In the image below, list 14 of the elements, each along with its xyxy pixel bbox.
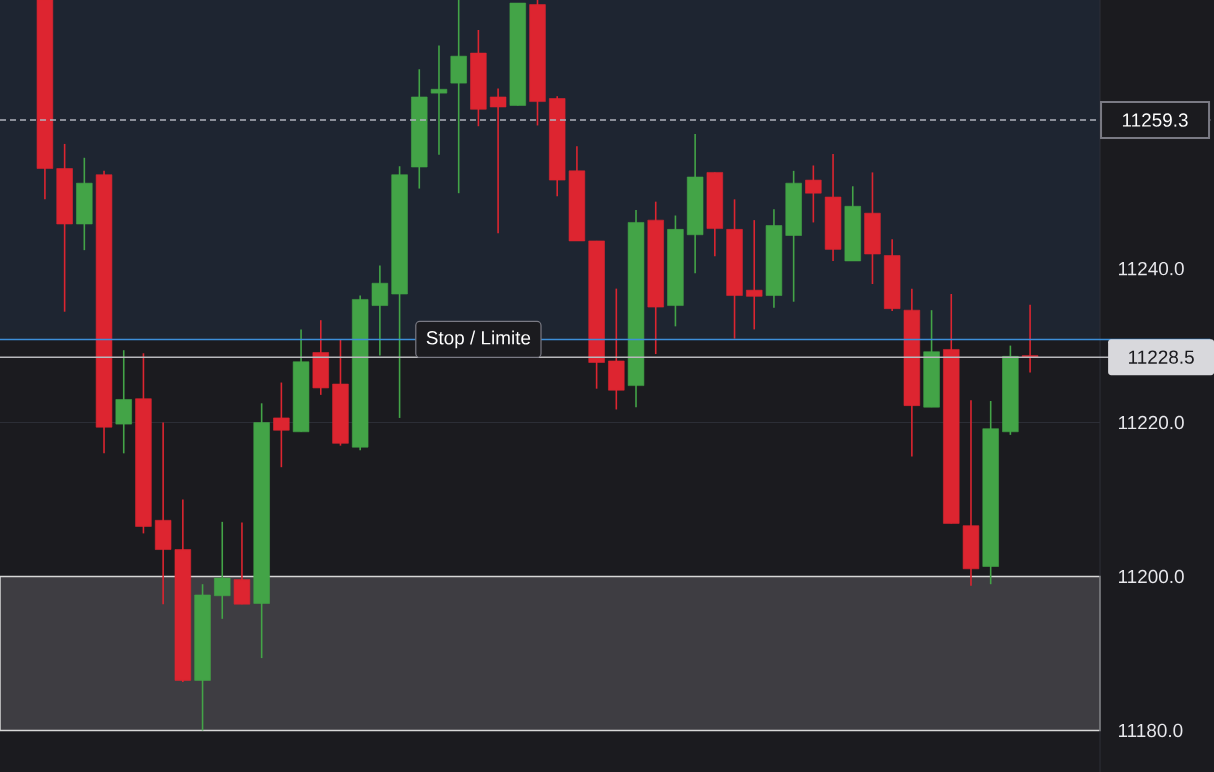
candlestick (489, 87, 507, 235)
candlestick (273, 381, 290, 468)
candlestick (214, 521, 231, 620)
ref-line-label: Stop / Limite (426, 330, 531, 349)
y-tick-label: 11180.0 (1118, 723, 1183, 738)
candlestick (430, 44, 448, 156)
candlestick (746, 219, 763, 331)
y-tick-label: 11240.0 (1118, 261, 1184, 276)
ref-line-label: 11228.5 (1129, 350, 1194, 364)
y-tick-label: 11220.0 (1118, 415, 1184, 430)
ref-line-label: 11259.3 (1122, 113, 1188, 127)
candlestick (805, 164, 822, 224)
candlestick (371, 264, 389, 357)
y-tick-label: 11200.0 (1118, 569, 1184, 584)
